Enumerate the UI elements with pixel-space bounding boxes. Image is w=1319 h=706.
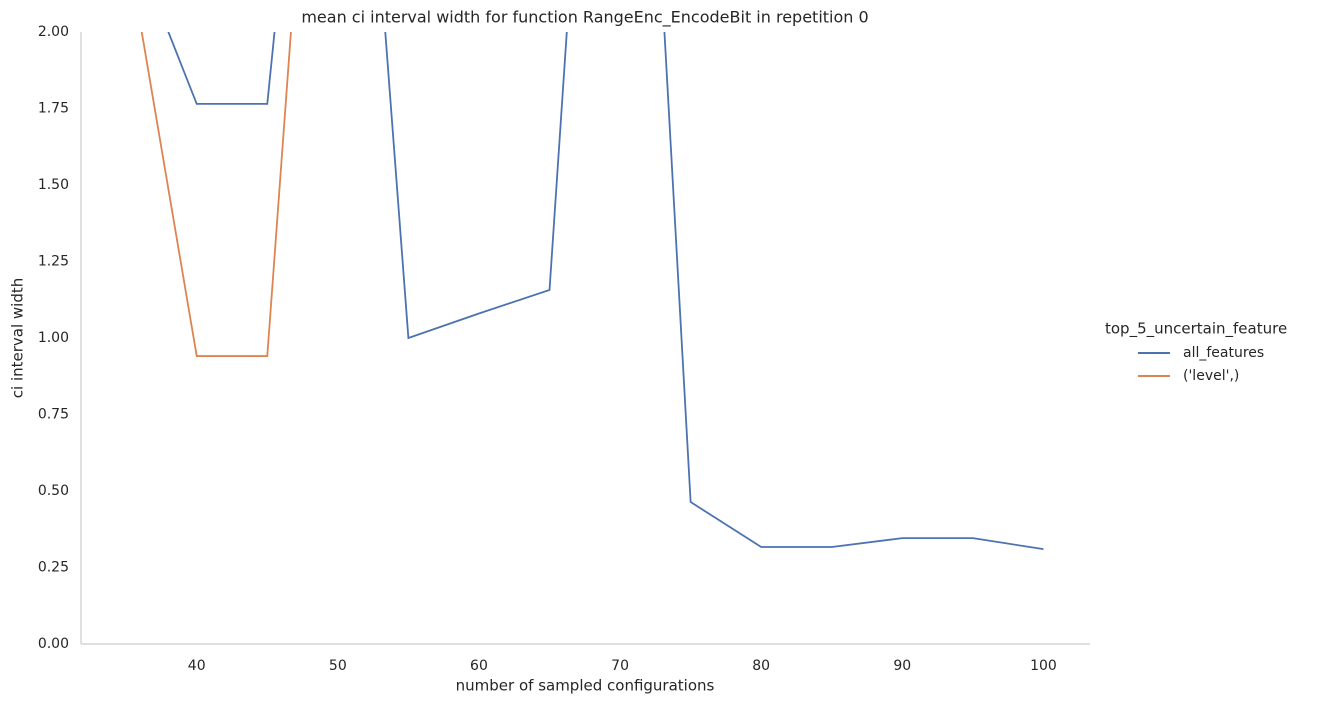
x-tick-label: 50 <box>329 658 347 674</box>
y-tick-label: 1.00 <box>38 330 69 346</box>
legend-label: ('level',) <box>1183 368 1239 384</box>
x-tick-label: 90 <box>893 658 911 674</box>
chart-title: mean ci interval width for function Rang… <box>301 8 868 28</box>
y-tick-label: 0.75 <box>38 407 69 423</box>
y-tick-label: 0.25 <box>38 560 69 576</box>
y-tick-label: 0.00 <box>38 636 69 652</box>
x-tick-label: 40 <box>188 658 206 674</box>
x-tick-label: 60 <box>470 658 488 674</box>
y-tick-label: 1.50 <box>38 177 69 193</box>
x-tick-label: 100 <box>1030 658 1057 674</box>
y-tick-label: 0.50 <box>38 483 69 499</box>
legend-label: all_features <box>1183 345 1264 361</box>
x-tick-label: 80 <box>752 658 770 674</box>
series-line <box>167 32 1044 551</box>
x-tick-label: 70 <box>611 658 629 674</box>
y-tick-label: 1.75 <box>38 101 69 117</box>
y-axis-label: ci interval width <box>9 278 27 398</box>
y-tick-label: 1.25 <box>38 254 69 270</box>
y-tick-label: 2.00 <box>38 24 69 40</box>
x-axis-label: number of sampled configurations <box>456 677 715 695</box>
plot-area <box>140 32 1044 551</box>
series-line <box>140 32 292 357</box>
legend-title: top_5_uncertain_feature <box>1105 320 1287 339</box>
